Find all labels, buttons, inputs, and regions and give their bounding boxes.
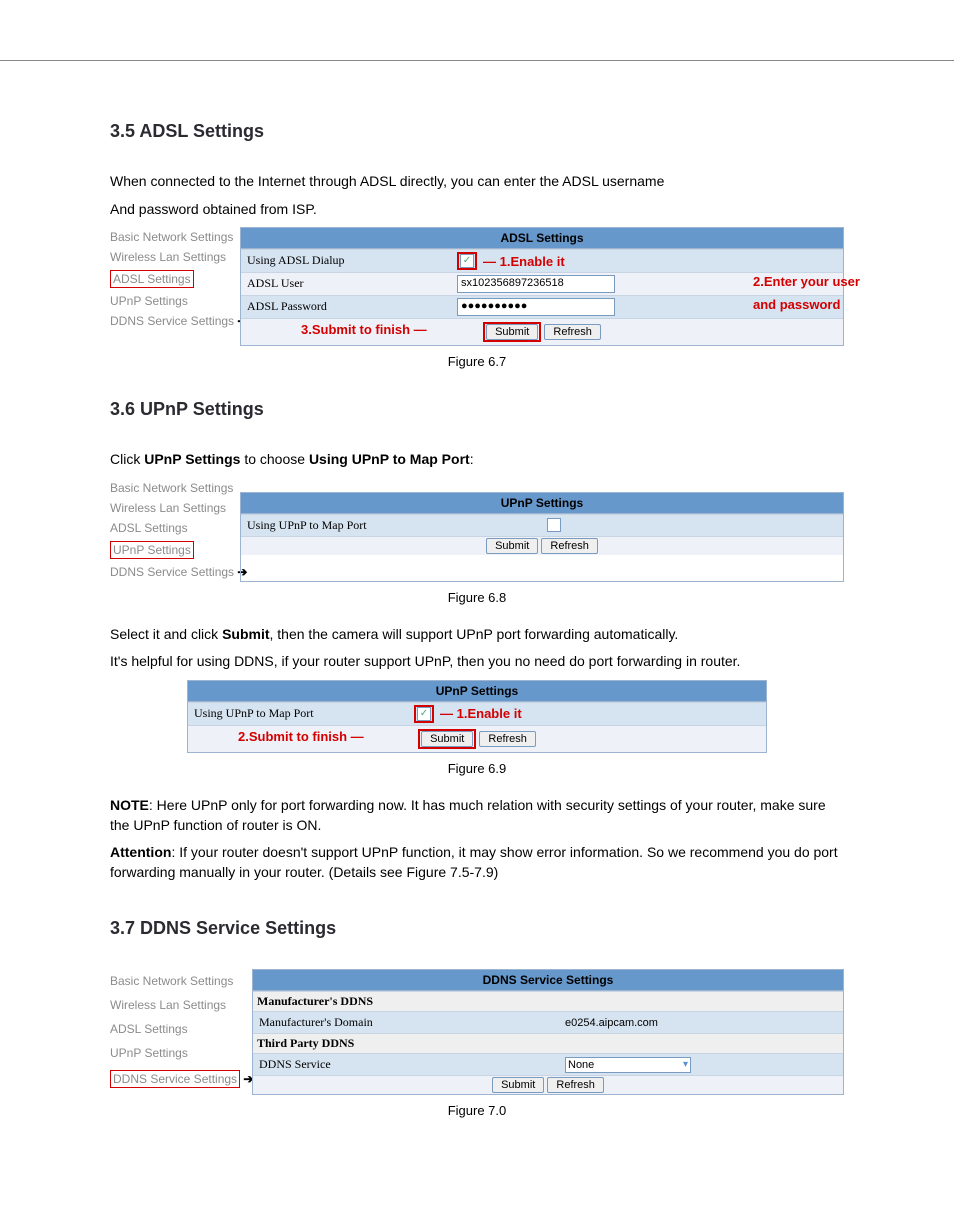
label-using-upnp-2: Using UPnP to Map Port: [188, 703, 410, 725]
upnp-attention: Attention: If your router doesn't suppor…: [110, 843, 844, 882]
upnp-note: NOTE: Here UPnP only for port forwarding…: [110, 796, 844, 835]
annot-enter-user: 2.Enter your user: [753, 274, 860, 289]
sidebar-fig67: Basic Network Settings Wireless Lan Sett…: [110, 227, 240, 346]
upnp-panel: UPnP Settings Using UPnP to Map Port Sub…: [240, 492, 844, 582]
sidebar-item-upnp-3[interactable]: UPnP Settings: [110, 1041, 250, 1065]
refresh-button-upnp-2[interactable]: Refresh: [479, 731, 536, 747]
label-using-adsl-dialup: Using ADSL Dialup: [241, 250, 453, 272]
sidebar-item-wlan-2[interactable]: Wireless Lan Settings: [110, 498, 238, 518]
figure-7-0: Basic Network Settings Wireless Lan Sett…: [110, 969, 844, 1095]
sidebar-item-adsl-2[interactable]: ADSL Settings: [110, 518, 238, 538]
ddns-panel-header: DDNS Service Settings: [253, 970, 843, 991]
sidebar-item-basic[interactable]: Basic Network Settings: [110, 227, 238, 247]
section-heading-adsl: 3.5 ADSL Settings: [110, 121, 844, 142]
ddns-section-manufacturer: Manufacturer's DDNS: [253, 991, 843, 1011]
ddns-panel: DDNS Service Settings Manufacturer's DDN…: [252, 969, 844, 1095]
sidebar-item-upnp-2[interactable]: UPnP Settings: [110, 541, 194, 559]
checkbox-upnp[interactable]: [547, 518, 561, 532]
refresh-button-adsl[interactable]: Refresh: [544, 324, 601, 340]
figure-6-9: UPnP Settings Using UPnP to Map Port ✓ —…: [187, 680, 767, 753]
label-adsl-password: ADSL Password: [241, 296, 453, 318]
caption-fig67: Figure 6.7: [110, 354, 844, 369]
submit-button-ddns[interactable]: Submit: [492, 1077, 544, 1093]
annot-submit-finish-upnp: 2.Submit to finish —: [238, 729, 364, 744]
adsl-panel: ADSL Settings Using ADSL Dialup ✓ — 1.En…: [240, 227, 844, 346]
sidebar-item-adsl[interactable]: ADSL Settings: [110, 270, 194, 288]
caption-fig68: Figure 6.8: [110, 590, 844, 605]
sidebar-item-ddns[interactable]: DDNS Service Settings: [110, 311, 238, 331]
section-heading-ddns: 3.7 DDNS Service Settings: [110, 918, 844, 939]
ddns-section-thirdparty: Third Party DDNS: [253, 1033, 843, 1053]
adsl-para-2: And password obtained from ISP.: [110, 200, 844, 220]
submit-button-adsl[interactable]: Submit: [486, 324, 538, 340]
upnp-after-1: Select it and click Submit, then the cam…: [110, 625, 844, 645]
checkbox-adsl-dialup[interactable]: ✓: [460, 254, 474, 268]
sidebar-item-wlan-3[interactable]: Wireless Lan Settings: [110, 993, 250, 1017]
figure-6-7: Basic Network Settings Wireless Lan Sett…: [110, 227, 844, 346]
caption-fig70: Figure 7.0: [110, 1103, 844, 1118]
sidebar-item-wlan[interactable]: Wireless Lan Settings: [110, 247, 238, 267]
annot-enable-it-2: — 1.Enable it: [440, 706, 522, 721]
refresh-button-ddns[interactable]: Refresh: [547, 1077, 604, 1093]
submit-button-upnp-2[interactable]: Submit: [421, 731, 473, 747]
label-ddns-service: DDNS Service: [253, 1054, 465, 1075]
label-mfr-domain: Manufacturer's Domain: [253, 1012, 465, 1033]
sidebar-item-upnp[interactable]: UPnP Settings: [110, 291, 238, 311]
annot-submit-finish-adsl: 3.Submit to finish —: [301, 322, 427, 337]
caption-fig69: Figure 6.9: [110, 761, 844, 776]
sidebar-item-adsl-3[interactable]: ADSL Settings: [110, 1017, 250, 1041]
value-mfr-domain: e0254.aipcam.com: [565, 1017, 658, 1029]
upnp-panel-header: UPnP Settings: [241, 493, 843, 514]
submit-button-upnp[interactable]: Submit: [486, 538, 538, 554]
refresh-button-upnp[interactable]: Refresh: [541, 538, 598, 554]
upnp-intro: Click UPnP Settings to choose Using UPnP…: [110, 450, 844, 470]
input-adsl-password[interactable]: ●●●●●●●●●●: [457, 298, 615, 316]
label-using-upnp: Using UPnP to Map Port: [241, 515, 543, 536]
label-adsl-user: ADSL User: [241, 273, 453, 295]
sidebar-fig70: Basic Network Settings Wireless Lan Sett…: [110, 969, 252, 1095]
select-ddns-service[interactable]: None ▾: [565, 1057, 691, 1073]
sidebar-item-basic-3[interactable]: Basic Network Settings: [110, 969, 250, 993]
adsl-panel-header: ADSL Settings: [241, 228, 843, 249]
annot-enter-pass: and password: [753, 297, 840, 312]
adsl-para-1: When connected to the Internet through A…: [110, 172, 844, 192]
chevron-down-icon: ▾: [683, 1059, 688, 1070]
sidebar-item-ddns-3[interactable]: DDNS Service Settings: [110, 1070, 240, 1088]
annot-enable-it: — 1.Enable it: [483, 254, 565, 269]
upnp2-panel-header: UPnP Settings: [188, 681, 766, 702]
sidebar-fig68: Basic Network Settings Wireless Lan Sett…: [110, 478, 240, 582]
input-adsl-user[interactable]: sx102356897236518: [457, 275, 615, 293]
figure-6-8: Basic Network Settings Wireless Lan Sett…: [110, 478, 844, 582]
section-heading-upnp: 3.6 UPnP Settings: [110, 399, 844, 420]
sidebar-item-ddns-2[interactable]: DDNS Service Settings: [110, 562, 238, 582]
sidebar-item-basic-2[interactable]: Basic Network Settings: [110, 478, 238, 498]
upnp-after-2: It's helpful for using DDNS, if your rou…: [110, 652, 844, 672]
checkbox-upnp-2[interactable]: ✓: [417, 707, 431, 721]
select-ddns-value: None: [568, 1059, 594, 1071]
